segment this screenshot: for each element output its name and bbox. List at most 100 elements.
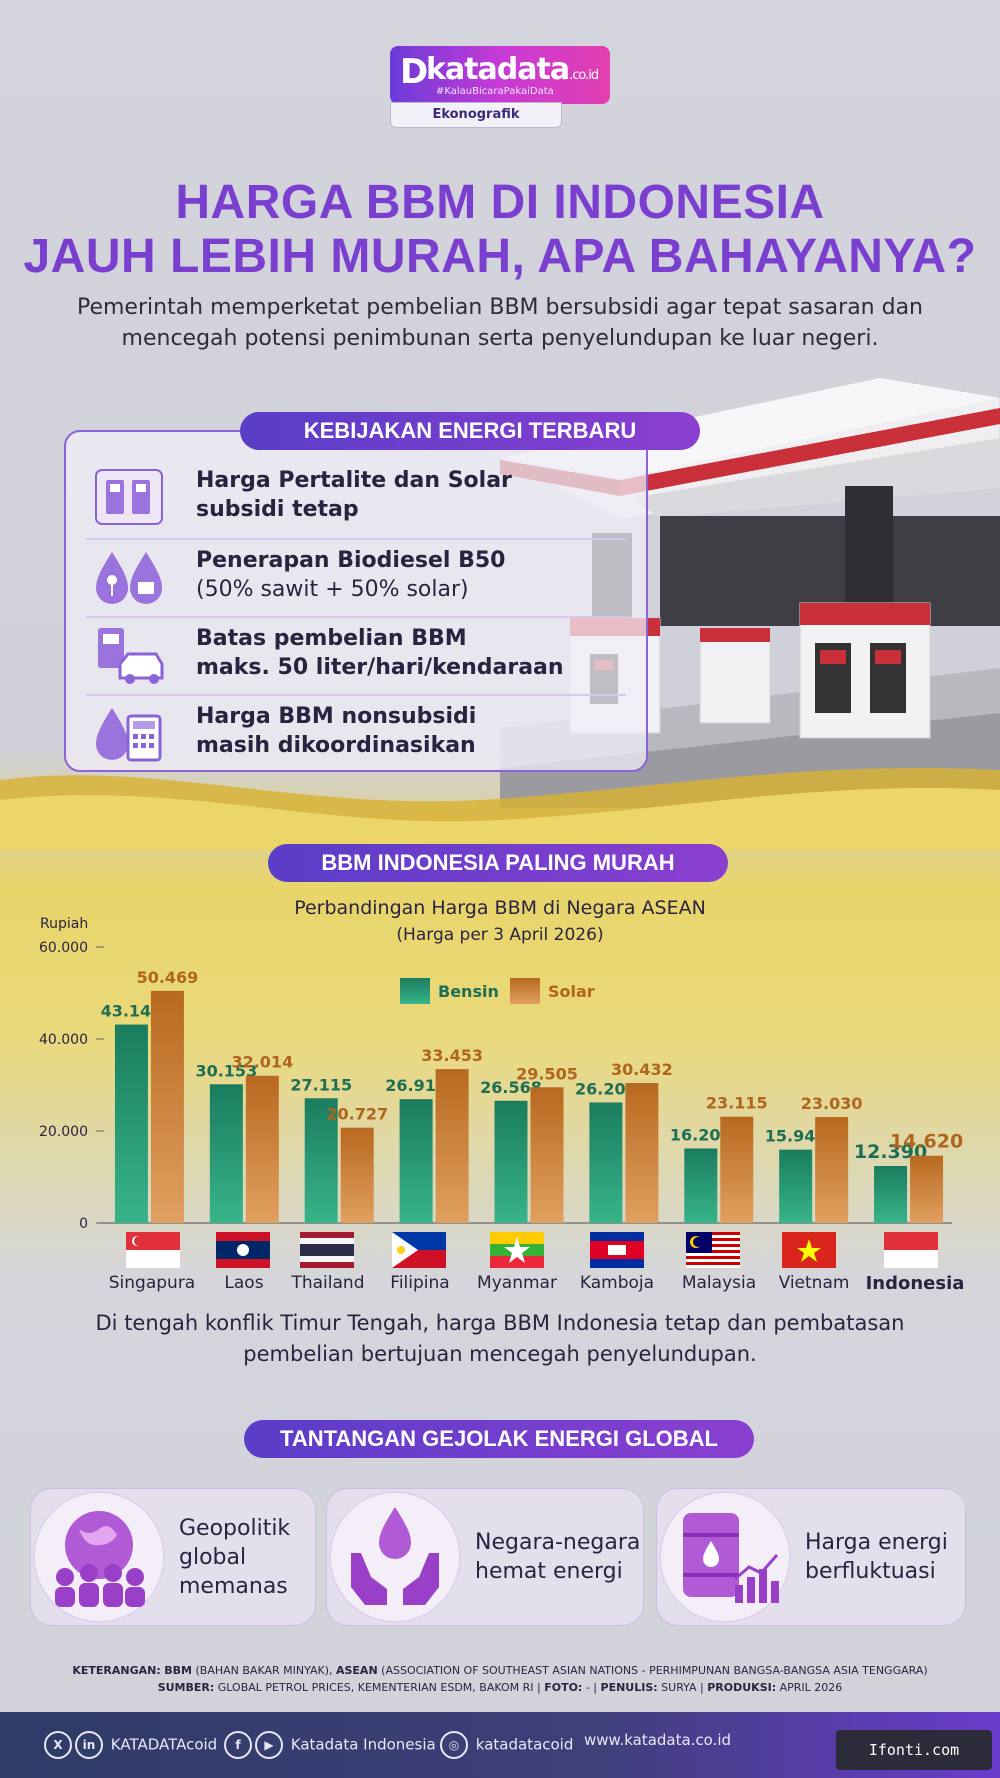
bar-solar-singapura bbox=[150, 990, 184, 1223]
bar-solar-kamboja bbox=[625, 1083, 659, 1223]
divider bbox=[86, 538, 626, 540]
country-label-vietnam: Vietnam bbox=[778, 1273, 850, 1293]
chart-note: Di tengah konflik Timur Tengah, harga BB… bbox=[95, 1311, 905, 1366]
oil-barrel-chart-icon bbox=[683, 1513, 779, 1603]
policy-text: Harga BBM nonsubsidi masih dikoordinasika… bbox=[196, 704, 477, 758]
logo-banner: D katadata.co.id #KalauBicaraPakaiData bbox=[390, 46, 610, 104]
policy-item: Batas pembelian BBM maks. 50 liter/hari/k… bbox=[92, 620, 612, 690]
country-label-singapura: Singapura bbox=[108, 1273, 196, 1293]
data-label-bensin: 26.914 bbox=[385, 1076, 447, 1095]
policy-item: Harga Pertalite dan Solar subsidi tetap bbox=[92, 462, 612, 532]
calculator-drop-icon bbox=[96, 708, 162, 762]
facebook-icon: f bbox=[224, 1731, 252, 1759]
instagram-icon: ◎ bbox=[440, 1731, 468, 1759]
malaysia-flag-icon bbox=[686, 1232, 740, 1268]
x-icon: X bbox=[44, 1731, 72, 1759]
data-label-solar: 20.727 bbox=[326, 1105, 388, 1124]
bar-bensin-laos bbox=[209, 1084, 243, 1223]
legend-swatch-bensin bbox=[400, 978, 430, 1004]
challenge-icon-circle bbox=[35, 1493, 163, 1621]
bar-solar-laos bbox=[245, 1075, 279, 1223]
data-label-solar: 23.115 bbox=[706, 1094, 768, 1113]
biodiesel-drop-icon bbox=[96, 552, 162, 604]
website-link[interactable]: www.katadata.co.id bbox=[584, 1731, 732, 1749]
chart-heading: BBM INDONESIA PALING MURAH bbox=[268, 844, 728, 882]
social-facebook-youtube[interactable]: f ▶ Katadata Indonesia bbox=[224, 1731, 436, 1759]
logo-name: katadata.co.id bbox=[426, 52, 599, 87]
katadata-logo: D katadata.co.id #KalauBicaraPakaiData E… bbox=[390, 46, 610, 130]
bar-bensin-singapura bbox=[114, 1024, 148, 1223]
bar-bensin-indonesia bbox=[874, 1166, 908, 1223]
chart-title: Perbandingan Harga BBM di Negara ASEAN bbox=[294, 897, 706, 919]
bar-solar-indonesia bbox=[910, 1155, 944, 1223]
data-label-bensin: 12.390 bbox=[854, 1141, 927, 1163]
challenge-card: Harga energi berfluktuasi bbox=[656, 1488, 966, 1626]
bar-solar-thailand bbox=[340, 1127, 374, 1223]
section-label: Ekonografik bbox=[390, 102, 562, 128]
oil-wave-decoration bbox=[0, 767, 1000, 850]
country-label-malaysia: Malaysia bbox=[681, 1273, 757, 1293]
policy-heading: KEBIJAKAN ENERGI TERBARU bbox=[240, 412, 700, 450]
bar-chart: 0 20.000 40.000 60.000 43.141 50.469 30.15332… bbox=[39, 940, 963, 1230]
country-label-myanmar: Myanmar bbox=[477, 1273, 557, 1293]
footer-bar bbox=[0, 1712, 1000, 1778]
data-label-solar: 30.432 bbox=[611, 1060, 673, 1079]
indonesia-flag-icon bbox=[884, 1232, 938, 1268]
policy-text: Harga Pertalite dan Solar subsidi tetap bbox=[196, 468, 512, 522]
thailand-flag-icon bbox=[300, 1232, 354, 1268]
data-label-bensin: 27.115 bbox=[290, 1075, 352, 1094]
policy-item: Harga BBM nonsubsidi masih dikoordinasika… bbox=[92, 698, 612, 768]
challenge-icon-circle bbox=[331, 1493, 459, 1621]
data-label-bensin: 43.141 bbox=[101, 1002, 163, 1021]
data-label-bensin: 26.205 bbox=[575, 1079, 637, 1098]
policy-box: Harga Pertalite dan Solar subsidi tetap P… bbox=[64, 430, 648, 772]
challenge-text: Geopolitik global memanas bbox=[179, 1515, 291, 1599]
cambodia-flag-icon bbox=[590, 1232, 644, 1268]
footer-notes: KETERANGAN: BBM (BAHAN BAKAR MINYAK), AS… bbox=[30, 1662, 970, 1696]
challenge-card: Geopolitik global memanas bbox=[30, 1488, 316, 1626]
bar-bensin-vietnam bbox=[779, 1149, 813, 1223]
legend-swatch-solar bbox=[510, 978, 540, 1004]
chart-subtitle: (Harga per 3 April 2026) bbox=[396, 925, 604, 945]
country-label-filipina: Filipina bbox=[390, 1273, 450, 1293]
bar-solar-malaysia bbox=[720, 1116, 754, 1223]
challenge-text: Negara-negara hemat energi bbox=[475, 1530, 641, 1584]
policy-text: Penerapan Biodiesel B50 (50% sawit + 50% … bbox=[196, 548, 506, 602]
data-label-solar: 50.469 bbox=[137, 968, 199, 987]
data-label-solar: 32.014 bbox=[231, 1053, 293, 1072]
challenge-card: Negara-negara hemat energi bbox=[326, 1488, 644, 1626]
y-axis-label: Rupiah bbox=[40, 916, 89, 932]
philippines-flag-icon bbox=[392, 1232, 446, 1268]
globe-people-icon bbox=[55, 1511, 145, 1607]
page-subtitle: Pemerintah memperketat pembelian BBM ber… bbox=[76, 295, 923, 351]
fuel-pump-icon bbox=[95, 469, 163, 525]
y-tick-label: 0 bbox=[79, 1216, 88, 1230]
credits: SUMBER: GLOBAL PETROL PRICES, KEMENTERIA… bbox=[157, 1681, 843, 1694]
y-tick-label: 20.000 bbox=[39, 1124, 88, 1140]
challenge-icon-circle bbox=[661, 1493, 789, 1621]
laos-flag-icon bbox=[216, 1232, 270, 1268]
y-tick-label: 60.000 bbox=[39, 940, 88, 956]
country-label-thailand: Thailand bbox=[291, 1273, 365, 1293]
car-fuel-icon bbox=[98, 628, 164, 684]
bar-bensin-filipina bbox=[399, 1099, 433, 1223]
divider bbox=[86, 616, 626, 618]
data-label-bensin: 30.153 bbox=[195, 1061, 257, 1080]
divider bbox=[86, 694, 626, 696]
hands-drop-icon bbox=[351, 1507, 439, 1605]
data-label-solar: 29.505 bbox=[516, 1064, 578, 1083]
youtube-icon: ▶ bbox=[255, 1731, 283, 1759]
page-title: HARGA BBM DI INDONESIA JAUH LEBIH MURAH,… bbox=[23, 176, 977, 283]
keterangan: KETERANGAN: BBM (BAHAN BAKAR MINYAK), AS… bbox=[72, 1664, 928, 1677]
watermark: Ifonti.com bbox=[836, 1730, 992, 1770]
policy-item: Penerapan Biodiesel B50 (50% sawit + 50% … bbox=[92, 542, 612, 612]
challenges-heading: TANTANGAN GEJOLAK ENERGI GLOBAL bbox=[244, 1420, 754, 1458]
linkedin-icon: in bbox=[75, 1731, 103, 1759]
data-label-solar: 23.030 bbox=[801, 1094, 863, 1113]
policy-text: Batas pembelian BBM maks. 50 liter/hari/k… bbox=[196, 626, 564, 680]
bar-solar-myanmar bbox=[530, 1087, 564, 1223]
bar-bensin-malaysia bbox=[684, 1148, 718, 1223]
country-label-laos: Laos bbox=[224, 1273, 264, 1293]
social-instagram[interactable]: ◎ katadatacoid bbox=[440, 1731, 573, 1759]
